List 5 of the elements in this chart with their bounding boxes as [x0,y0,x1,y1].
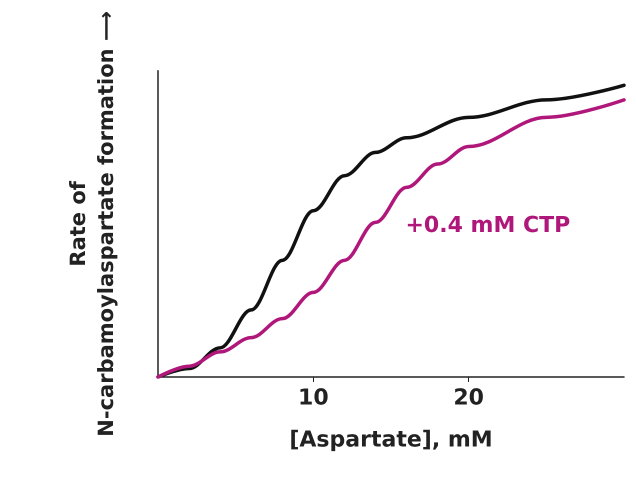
x-tick-label: 20 [453,386,484,410]
x-axis-title: [Aspartate], mM [289,428,493,452]
y-axis-title: Rate of N-carbamoylaspartate formation ⟶ [66,11,118,437]
x-tick-label: 10 [298,386,329,410]
series-label: +0.4 mM CTP [405,212,570,238]
